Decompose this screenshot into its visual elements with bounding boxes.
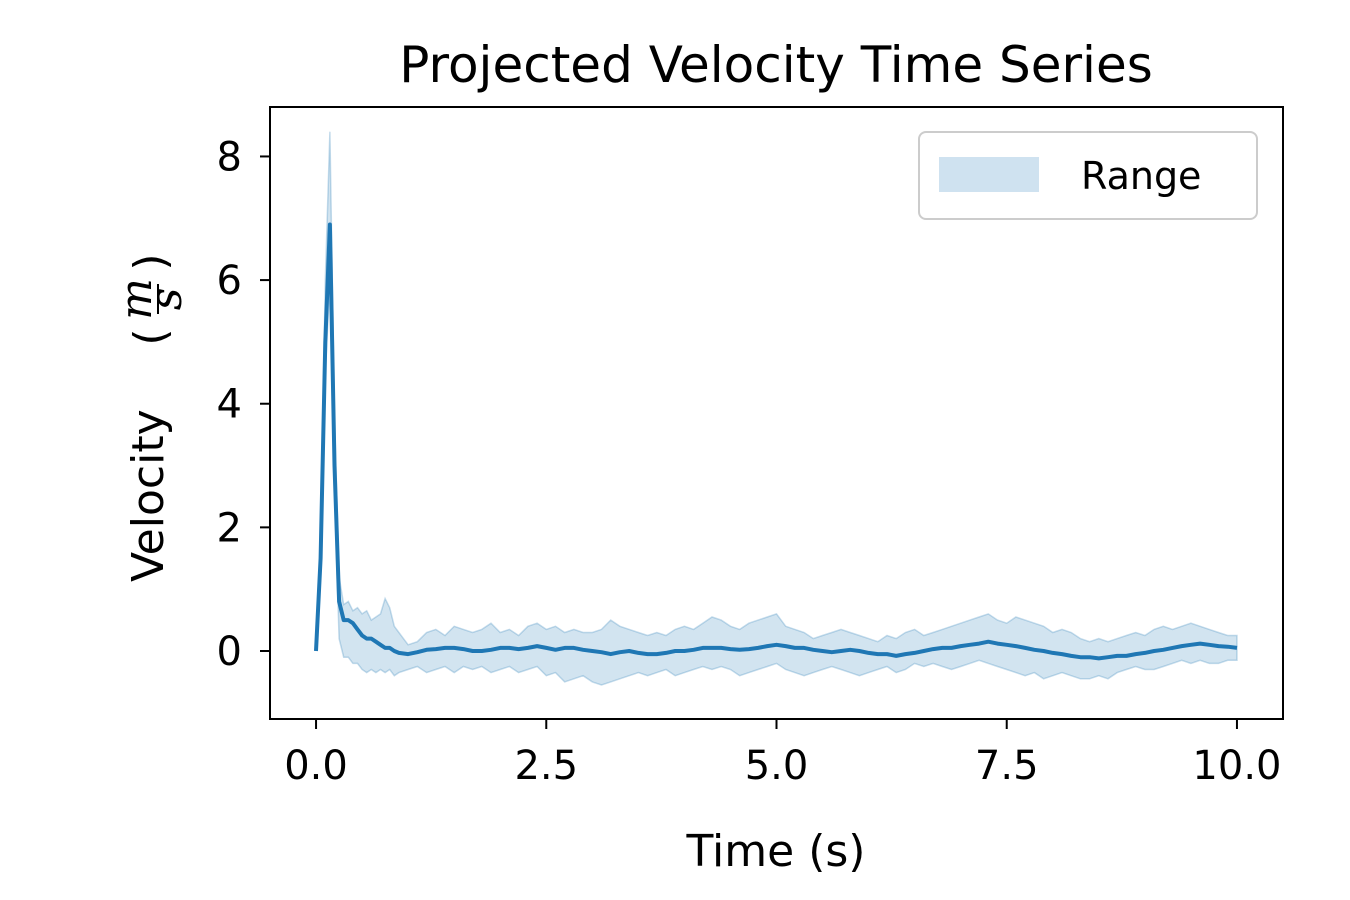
y-tick-label: 2 — [217, 505, 242, 551]
x-tick-label: 7.5 — [975, 743, 1039, 789]
chart-title: Projected Velocity Time Series — [399, 36, 1153, 94]
x-tick-label: 0.0 — [284, 743, 348, 789]
x-axis-ticks: 0.0 2.5 5.0 7.5 10.0 — [284, 719, 1281, 789]
x-tick-label: 5.0 — [745, 743, 809, 789]
y-tick-label: 6 — [217, 258, 242, 304]
y-tick-label: 0 — [217, 629, 242, 675]
y-axis-unit-numerator: m — [111, 278, 162, 320]
velocity-line — [314, 222, 1238, 661]
legend-swatch-range — [939, 157, 1039, 192]
x-tick-label: 2.5 — [514, 743, 578, 789]
y-axis-label: Velocity ( m s ) — [111, 253, 192, 582]
legend: Range — [918, 131, 1258, 220]
y-axis-unit-open-paren: ( — [125, 328, 176, 345]
legend-label-range: Range — [1081, 154, 1201, 198]
y-tick-label: 4 — [217, 382, 242, 428]
plot-area — [314, 131, 1238, 686]
legend-box — [918, 131, 1258, 220]
x-tick-label: 10.0 — [1192, 743, 1281, 789]
x-axis-label: Time (s) — [686, 826, 866, 877]
y-axis-unit-denominator: s — [141, 288, 192, 311]
y-axis-unit-close-paren: ) — [125, 253, 176, 270]
y-axis-ticks: 0 2 4 6 8 — [217, 134, 270, 675]
y-axis-label-text: Velocity — [123, 409, 174, 582]
y-tick-label: 8 — [217, 134, 242, 180]
